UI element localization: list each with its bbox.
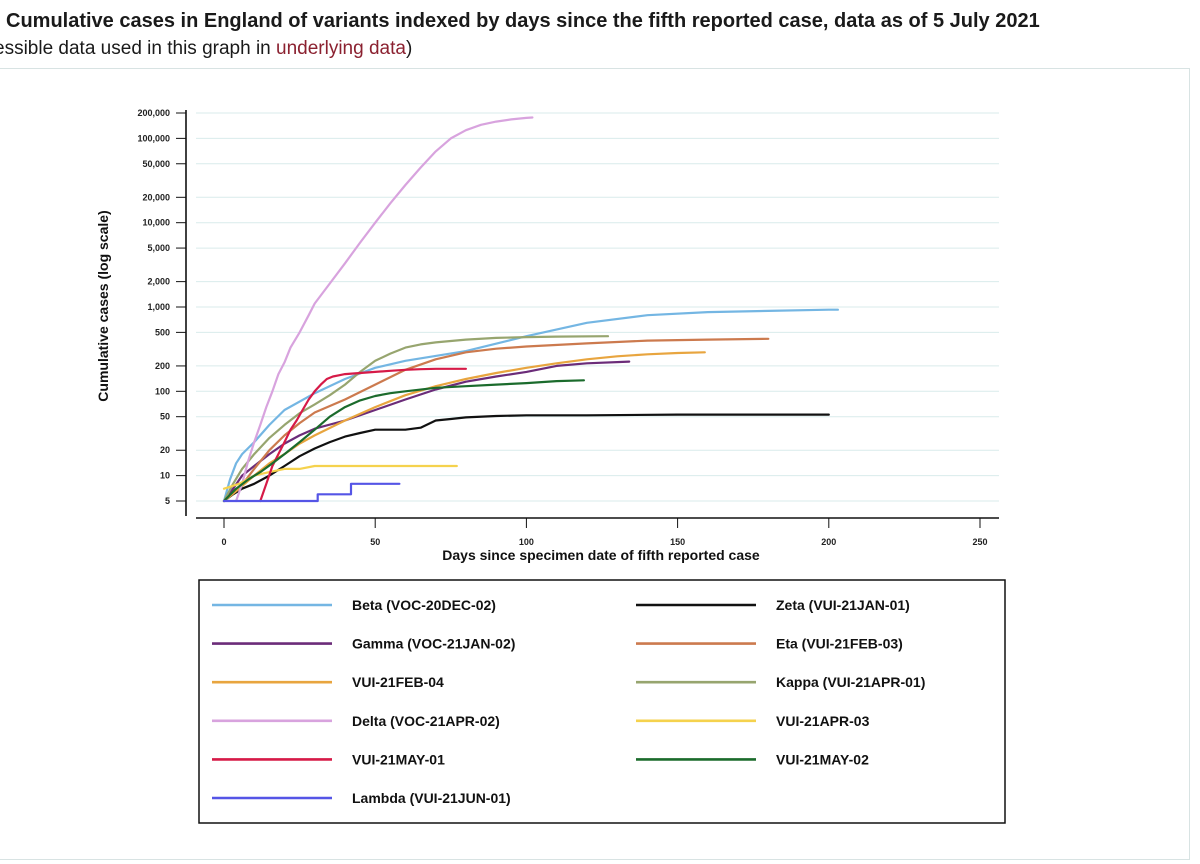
series-line-vui-21apr-03 xyxy=(222,464,458,490)
legend-label-vui-21feb-04: VUI-21FEB-04 xyxy=(352,674,444,690)
legend-label-vui-21may-01: VUI-21MAY-01 xyxy=(352,751,445,767)
y-tick-label: 200,000 xyxy=(137,108,170,118)
legend-label-gamma-voc-21jan-02: Gamma (VOC-21JAN-02) xyxy=(352,636,515,652)
series-lines xyxy=(222,116,840,503)
x-tick-label: 0 xyxy=(221,537,226,547)
x-tick-label: 100 xyxy=(519,537,534,547)
y-tick-label: 200 xyxy=(155,361,170,371)
y-tick-label: 2,000 xyxy=(147,277,170,287)
series-line-delta-voc-21apr-02 xyxy=(235,116,534,503)
page-title: Cumulative cases in England of variants … xyxy=(6,10,1040,32)
y-tick-label: 50 xyxy=(160,412,170,422)
series-line-kappa-vui-21apr-01 xyxy=(222,335,610,503)
series-line-eta-vui-21feb-03 xyxy=(222,337,770,503)
underlying-data-link[interactable]: underlying data xyxy=(276,38,406,59)
subtitle-suffix: ) xyxy=(405,38,413,59)
legend-label-kappa-vui-21apr-01: Kappa (VUI-21APR-01) xyxy=(776,674,925,690)
y-tick-label: 5,000 xyxy=(147,243,170,253)
legend-label-vui-21apr-03: VUI-21APR-03 xyxy=(776,713,870,729)
y-tick-label: 50,000 xyxy=(142,159,170,169)
x-tick-label: 200 xyxy=(821,537,836,547)
y-tick-label: 1,000 xyxy=(147,302,170,312)
series-line-vui-21may-01 xyxy=(259,367,467,503)
y-tick-label: 5 xyxy=(165,496,170,506)
legend-label-beta-voc-20dec-02: Beta (VOC-20DEC-02) xyxy=(352,597,496,613)
x-tick-label: 50 xyxy=(370,537,380,547)
axes xyxy=(185,110,999,519)
legend-label-eta-vui-21feb-03: Eta (VUI-21FEB-03) xyxy=(776,636,903,652)
grid-lines xyxy=(196,112,999,502)
series-line-beta-voc-20dec-02 xyxy=(222,308,840,503)
series-line-gamma-voc-21jan-02 xyxy=(222,360,631,503)
legend-label-vui-21may-02: VUI-21MAY-02 xyxy=(776,751,869,767)
series-line-vui-21may-02 xyxy=(222,379,586,503)
x-axis-label: Days since specimen date of fifth report… xyxy=(442,547,760,563)
legend-label-delta-voc-21apr-02: Delta (VOC-21APR-02) xyxy=(352,713,500,729)
legend: Beta (VOC-20DEC-02) Zeta (VUI-21JAN-01) Ga… xyxy=(198,579,1006,824)
y-ticks: 5 10 20 50 100 200 500 1,000 2,000 5,000 10,000 20,… xyxy=(137,108,186,506)
subtitle-prefix: essible data used in this graph in xyxy=(0,38,277,59)
legend-label-zeta-vui-21jan-01: Zeta (VUI-21JAN-01) xyxy=(776,597,910,613)
x-ticks: 0 50 100 150 200 250 xyxy=(221,518,988,547)
series-line-vui-21feb-04 xyxy=(222,351,706,503)
y-tick-label: 500 xyxy=(155,327,170,337)
chart-panel xyxy=(0,68,1190,860)
legend-label-lambda-vui-21jun-01: Lambda (VUI-21JUN-01) xyxy=(352,790,511,806)
y-axis-label: Cumulative cases (log scale) xyxy=(95,210,111,401)
x-tick-label: 250 xyxy=(972,537,987,547)
y-tick-label: 20,000 xyxy=(142,192,170,202)
series-line-lambda-vui-21jun-01 xyxy=(222,482,401,503)
x-tick-label: 150 xyxy=(670,537,685,547)
y-tick-label: 10 xyxy=(160,471,170,481)
legend-box xyxy=(198,579,1006,824)
y-tick-label: 100,000 xyxy=(137,133,170,143)
y-tick-label: 10,000 xyxy=(142,218,170,228)
series-line-zeta-vui-21jan-01 xyxy=(222,413,830,503)
y-tick-label: 20 xyxy=(160,445,170,455)
y-tick-label: 100 xyxy=(155,386,170,396)
page-subtitle: essible data used in this graph in under… xyxy=(0,38,412,60)
